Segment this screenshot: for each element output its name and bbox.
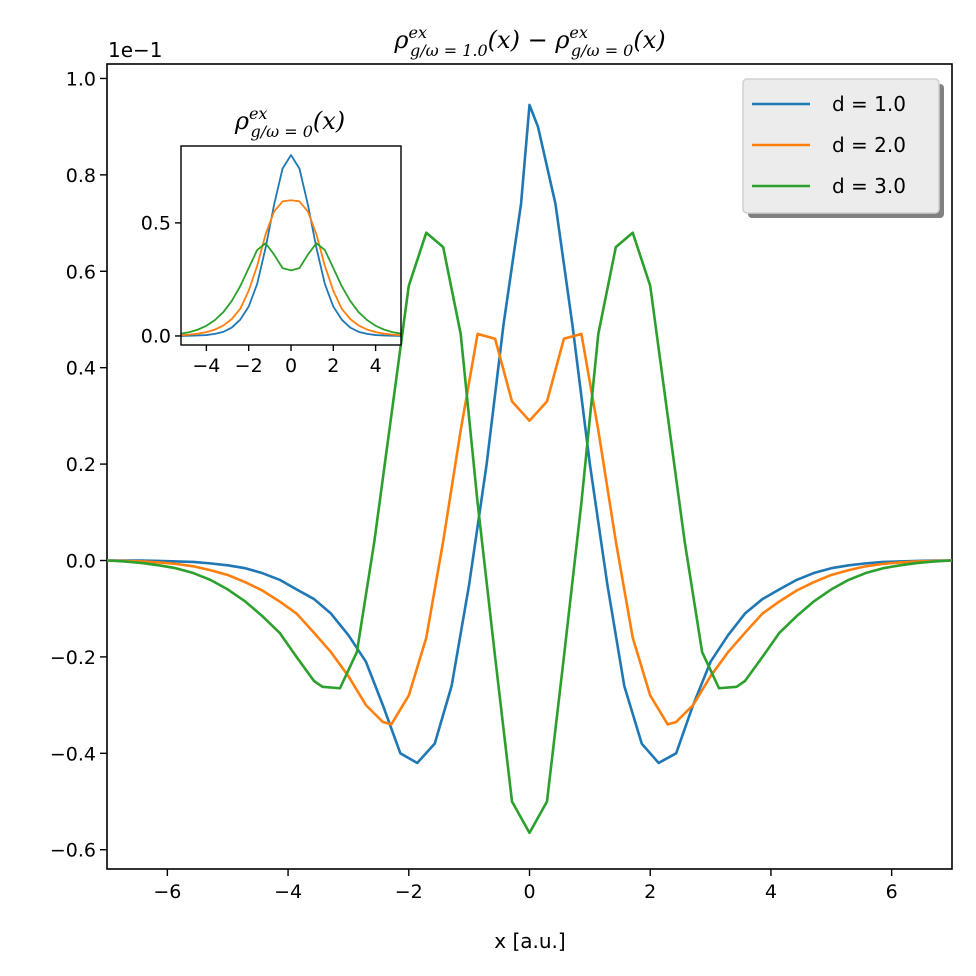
main-ytick-label: −0.6: [50, 840, 96, 862]
title-arg-2: (x): [633, 26, 665, 54]
inset-x-ticks: −4 −2 0 2 4: [192, 345, 382, 377]
main-xtick-label: −6: [153, 881, 181, 903]
title-minus: −: [520, 26, 555, 54]
inset-xtick-label: 2: [327, 355, 339, 377]
inset-xtick-label: −4: [192, 355, 220, 377]
main-xtick-label: 6: [886, 881, 898, 903]
inset-series-line-3: [181, 242, 401, 335]
main-ytick-label: 0.8: [66, 165, 96, 187]
legend: d = 1.0 d = 2.0 d = 3.0: [742, 78, 944, 218]
main-ytick-label: 0.0: [66, 550, 96, 572]
title-sup-1: ex: [408, 23, 427, 42]
title-rho-1: ρ: [393, 26, 408, 54]
inset-series-lines: [181, 154, 401, 337]
main-y-ticks: −0.6 −0.4 −0.2 0.0 0.2 0.4 0.6 0.8 1.0: [50, 68, 107, 862]
inset-ytick-label: 0.0: [141, 326, 171, 348]
inset-title-sup: ex: [249, 104, 268, 123]
inset-xtick-label: −2: [235, 355, 263, 377]
main-ytick-label: 0.2: [66, 454, 96, 476]
inset-plot-background: [181, 146, 401, 345]
main-xtick-label: −2: [395, 881, 423, 903]
inset-xtick-label: 4: [370, 355, 382, 377]
main-ytick-label: 1.0: [66, 68, 96, 90]
main-xtick-label: −4: [274, 881, 302, 903]
inset-xtick-label: 0: [285, 355, 297, 377]
main-ytick-label: 0.6: [66, 261, 96, 283]
main-series-lines: [107, 103, 952, 835]
inset-series-line-1: [181, 154, 401, 337]
inset-series-line-2: [181, 199, 401, 337]
main-ytick-label: −0.2: [50, 647, 96, 669]
x-axis-label: x [a.u.]: [494, 929, 565, 953]
main-x-ticks: −6 −4 −2 0 2 4 6: [153, 869, 898, 903]
title-rho-2: ρ: [554, 26, 569, 54]
legend-label: d = 3.0: [832, 174, 906, 198]
chart-title: ρex g/ω = 1.0(x) − ρex g/ω = 0(x): [393, 23, 665, 60]
title-arg-1: (x): [488, 26, 520, 54]
main-ytick-label: −0.4: [50, 743, 96, 765]
inset-title: ρex g/ω = 0(x): [234, 104, 345, 141]
inset-ytick-label: 0.5: [141, 213, 171, 235]
y-offset-text: 1e−1: [108, 38, 163, 62]
main-series-line-1: [107, 103, 952, 765]
title-sup-2: ex: [569, 23, 588, 42]
legend-box: [742, 78, 940, 214]
legend-items: d = 1.0 d = 2.0 d = 3.0: [752, 92, 906, 198]
inset-title-arg: (x): [313, 107, 345, 135]
legend-label: d = 2.0: [832, 133, 906, 157]
title-sub-2: g/ω = 0: [571, 41, 633, 60]
main-xtick-label: 0: [523, 881, 535, 903]
title-sub-1: g/ω = 1.0: [410, 41, 488, 60]
main-series-line-3: [107, 231, 952, 835]
main-xtick-label: 4: [765, 881, 777, 903]
inset-title-sub: g/ω = 0: [250, 122, 312, 141]
main-series-line-2: [107, 332, 952, 726]
inset-y-ticks: 0.0 0.5: [141, 213, 181, 348]
main-ytick-label: 0.4: [66, 358, 96, 380]
inset-title-rho: ρ: [234, 107, 249, 135]
legend-label: d = 1.0: [832, 92, 906, 116]
main-xtick-label: 2: [644, 881, 656, 903]
